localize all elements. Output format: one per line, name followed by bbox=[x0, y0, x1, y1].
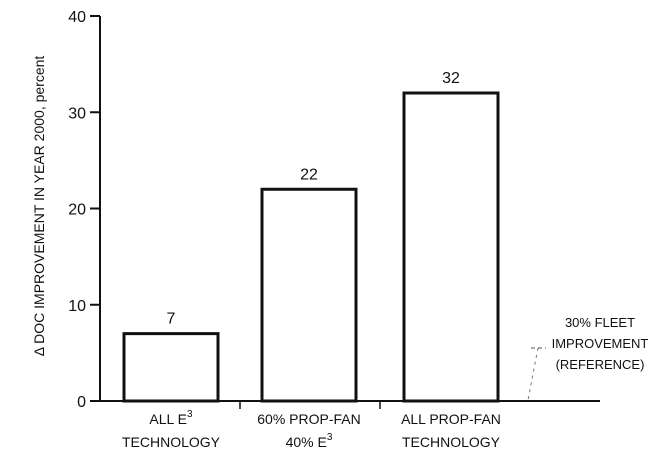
y-tick-label: 30 bbox=[68, 105, 86, 122]
category-label: 40% E3 bbox=[286, 432, 333, 450]
y-tick-label: 10 bbox=[68, 298, 86, 315]
bar bbox=[402, 91, 500, 403]
reference-leader-line bbox=[527, 347, 539, 401]
reference-annotation: 30% FLEET IMPROVEMENT (REFERENCE) bbox=[527, 315, 649, 401]
category-label: TECHNOLOGY bbox=[402, 434, 501, 450]
category-labels: ALL E3 TECHNOLOGY 60% PROP-FAN 40% E3 ALL PR… bbox=[122, 409, 501, 450]
category-label: 60% PROP-FAN bbox=[257, 411, 360, 427]
bar-value-label: 32 bbox=[442, 70, 460, 87]
category-label: ALL E3 bbox=[149, 409, 193, 427]
y-axis-label: Δ DOC IMPROVEMENT IN YEAR 2000, percent bbox=[31, 56, 47, 357]
reference-label: (REFERENCE) bbox=[556, 357, 645, 372]
bar-value-label: 22 bbox=[300, 166, 318, 183]
category-label: TECHNOLOGY bbox=[122, 434, 221, 450]
category-label: ALL PROP-FAN bbox=[401, 411, 501, 427]
bar bbox=[122, 332, 220, 403]
y-tick-label: 20 bbox=[68, 202, 86, 219]
y-axis-label-group: Δ DOC IMPROVEMENT IN YEAR 2000, percent bbox=[31, 56, 47, 357]
bars bbox=[122, 91, 500, 403]
y-tick-label: 0 bbox=[77, 394, 86, 411]
reference-label: IMPROVEMENT bbox=[552, 336, 649, 351]
bar-labels: 7 22 32 bbox=[167, 70, 460, 328]
bar-value-label: 7 bbox=[167, 311, 176, 328]
y-tick-label: 40 bbox=[68, 9, 86, 26]
reference-label: 30% FLEET bbox=[565, 315, 635, 330]
bar bbox=[260, 187, 358, 403]
y-ticks: 0 10 20 30 40 bbox=[68, 9, 100, 411]
